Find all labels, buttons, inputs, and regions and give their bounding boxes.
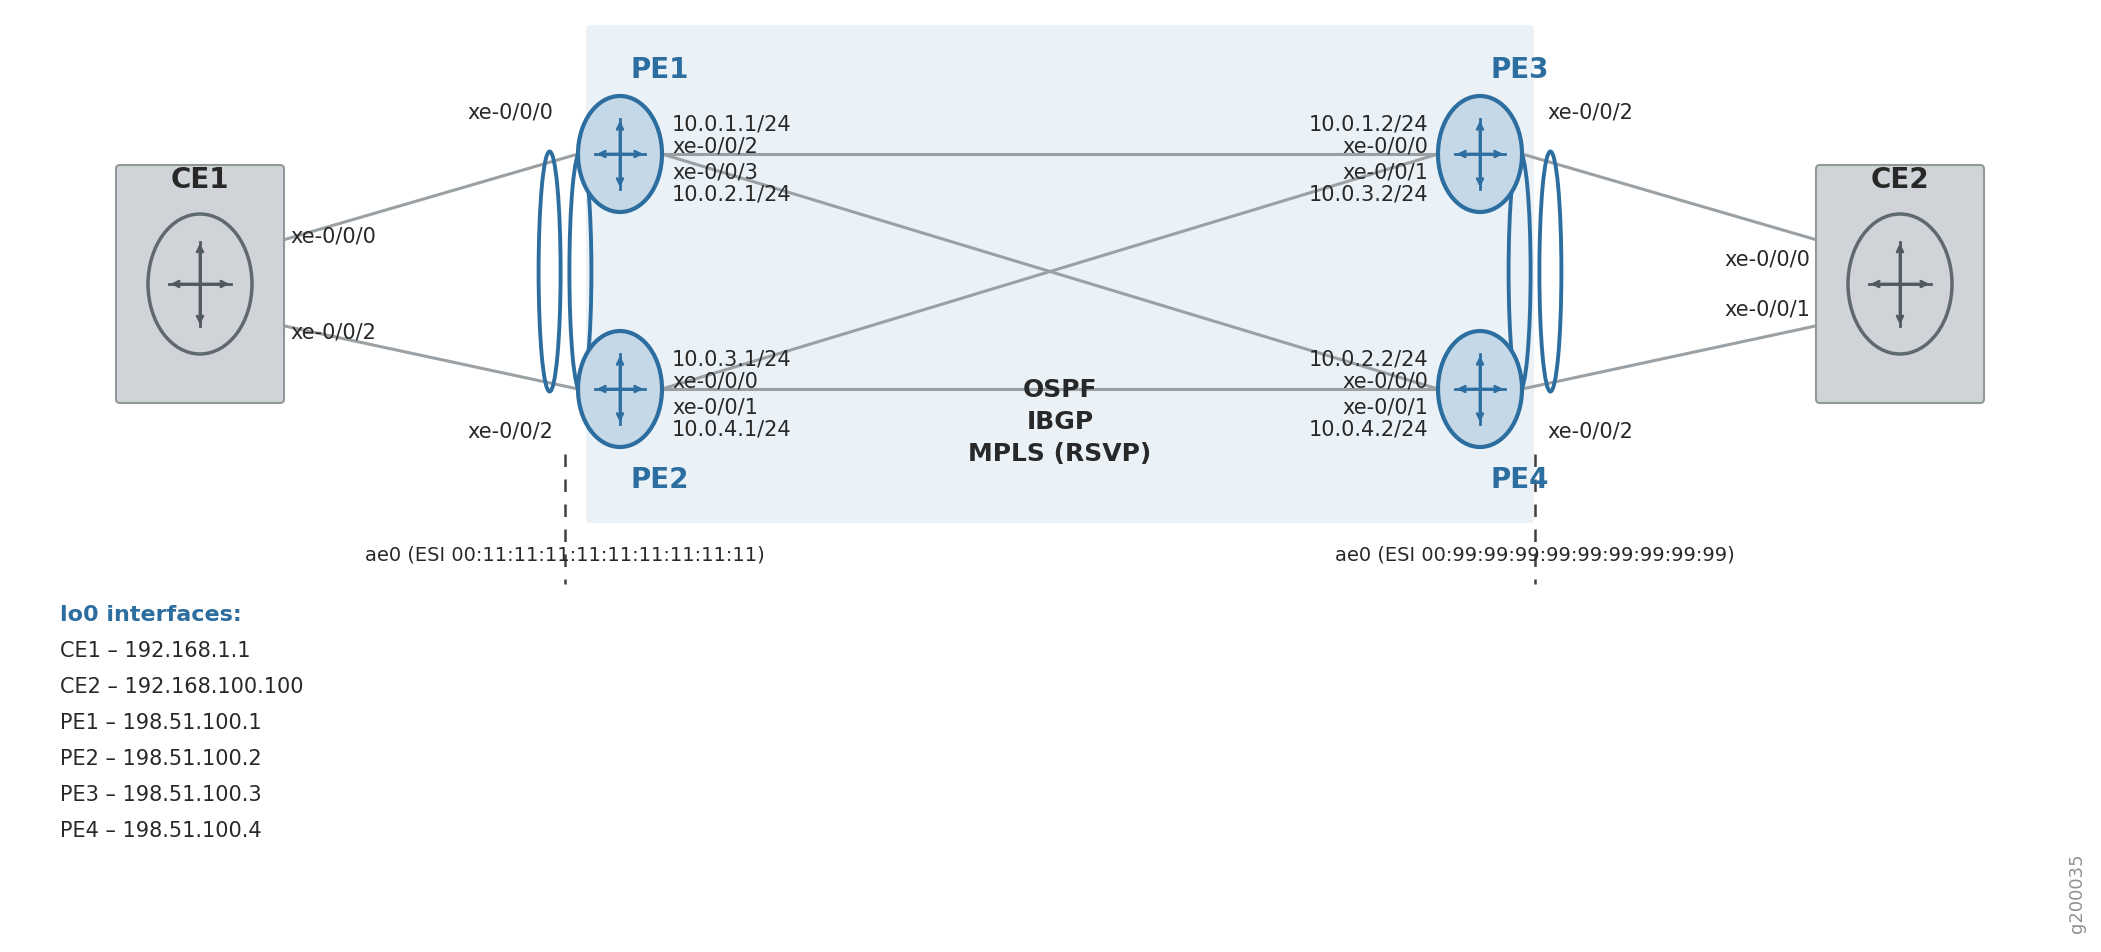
- Text: xe-0/0/1: xe-0/0/1: [1343, 163, 1429, 183]
- Ellipse shape: [1437, 97, 1521, 213]
- Text: PE3 – 198.51.100.3: PE3 – 198.51.100.3: [61, 784, 263, 804]
- Text: xe-0/0/2: xe-0/0/2: [466, 422, 553, 442]
- Text: PE4: PE4: [1490, 466, 1548, 493]
- FancyBboxPatch shape: [586, 26, 1534, 524]
- Text: xe-0/0/2: xe-0/0/2: [1546, 422, 1632, 442]
- Text: xe-0/0/0: xe-0/0/0: [466, 103, 553, 123]
- Ellipse shape: [147, 215, 252, 355]
- Text: xe-0/0/1: xe-0/0/1: [672, 398, 758, 418]
- Text: 10.0.2.1/24: 10.0.2.1/24: [672, 185, 792, 205]
- Text: CE2 – 192.168.100.100: CE2 – 192.168.100.100: [61, 676, 303, 696]
- Text: xe-0/0/0: xe-0/0/0: [1343, 137, 1429, 157]
- Text: ae0 (ESI 00:99:99:99:99:99:99:99:99:99): ae0 (ESI 00:99:99:99:99:99:99:99:99:99): [1334, 545, 1735, 564]
- Text: MPLS (RSVP): MPLS (RSVP): [969, 442, 1151, 466]
- Text: 10.0.3.2/24: 10.0.3.2/24: [1309, 185, 1429, 205]
- Text: xe-0/0/2: xe-0/0/2: [290, 323, 376, 343]
- Text: CE1: CE1: [170, 166, 229, 194]
- Text: PE3: PE3: [1490, 56, 1548, 84]
- Text: 10.0.1.1/24: 10.0.1.1/24: [672, 115, 792, 135]
- Text: xe-0/0/0: xe-0/0/0: [672, 371, 758, 391]
- Text: OSPF: OSPF: [1023, 378, 1097, 402]
- Text: g200035: g200035: [2067, 852, 2086, 932]
- FancyBboxPatch shape: [1815, 166, 1983, 404]
- Text: xe-0/0/0: xe-0/0/0: [1725, 249, 1809, 269]
- Text: PE2 – 198.51.100.2: PE2 – 198.51.100.2: [61, 748, 263, 768]
- Text: xe-0/0/0: xe-0/0/0: [1343, 371, 1429, 391]
- FancyBboxPatch shape: [116, 166, 284, 404]
- Text: xe-0/0/1: xe-0/0/1: [1725, 300, 1809, 320]
- Text: xe-0/0/1: xe-0/0/1: [1343, 398, 1429, 418]
- Text: 10.0.3.1/24: 10.0.3.1/24: [672, 349, 792, 369]
- Text: PE4 – 198.51.100.4: PE4 – 198.51.100.4: [61, 820, 263, 840]
- Text: 10.0.4.1/24: 10.0.4.1/24: [672, 420, 792, 440]
- Text: xe-0/0/0: xe-0/0/0: [290, 227, 376, 247]
- Text: IBGP: IBGP: [1027, 409, 1093, 433]
- Text: 10.0.4.2/24: 10.0.4.2/24: [1309, 420, 1429, 440]
- Text: PE1 – 198.51.100.1: PE1 – 198.51.100.1: [61, 712, 263, 732]
- Ellipse shape: [578, 331, 662, 447]
- Text: ae0 (ESI 00:11:11:11:11:11:11:11:11:11): ae0 (ESI 00:11:11:11:11:11:11:11:11:11): [366, 545, 765, 564]
- Text: xe-0/0/2: xe-0/0/2: [672, 137, 758, 157]
- Text: 10.0.2.2/24: 10.0.2.2/24: [1309, 349, 1429, 369]
- Text: PE2: PE2: [630, 466, 689, 493]
- Ellipse shape: [1849, 215, 1952, 355]
- Text: CE2: CE2: [1870, 166, 1929, 194]
- Text: CE1 – 192.168.1.1: CE1 – 192.168.1.1: [61, 641, 250, 661]
- Ellipse shape: [578, 97, 662, 213]
- Text: PE1: PE1: [630, 56, 689, 84]
- Text: lo0 interfaces:: lo0 interfaces:: [61, 605, 242, 625]
- Text: xe-0/0/3: xe-0/0/3: [672, 163, 758, 183]
- Text: 10.0.1.2/24: 10.0.1.2/24: [1309, 115, 1429, 135]
- Text: xe-0/0/2: xe-0/0/2: [1546, 103, 1632, 123]
- Ellipse shape: [1437, 331, 1521, 447]
